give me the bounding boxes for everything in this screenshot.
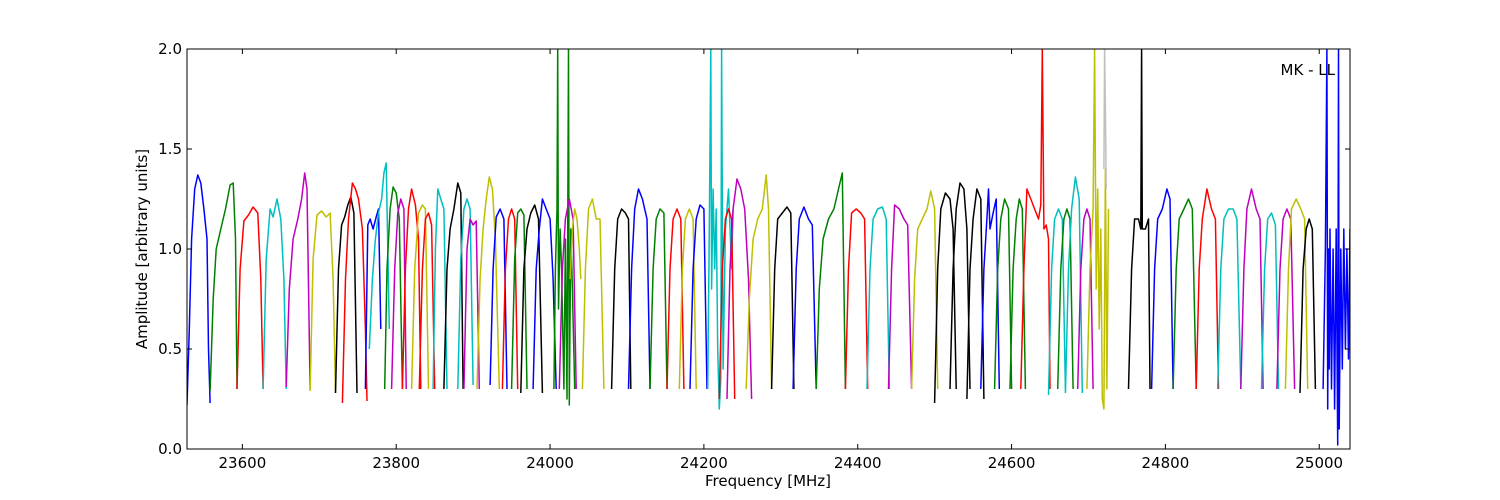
- series-line: [532, 198, 557, 390]
- series-line: [993, 198, 1013, 390]
- series-line: [1276, 208, 1296, 390]
- series-line: [1195, 188, 1220, 390]
- series-line: [383, 186, 404, 390]
- series-line: [910, 190, 939, 390]
- series-line: [866, 206, 891, 390]
- series-line: [457, 198, 474, 390]
- series-line: [341, 182, 368, 404]
- y-tick-label: 1.0: [158, 240, 182, 258]
- series-line: [368, 162, 391, 350]
- series-line: [520, 204, 544, 394]
- x-tick-label: 23600: [219, 454, 267, 472]
- series-line: [610, 208, 632, 390]
- series-line: [1020, 49, 1051, 390]
- series-line: [262, 198, 287, 390]
- chart-annotation: MK - LL: [1281, 61, 1336, 79]
- series-line: [418, 212, 436, 390]
- series-line: [933, 192, 957, 404]
- series-line: [887, 204, 913, 390]
- series-line: [187, 174, 211, 406]
- series-line: [1216, 208, 1242, 390]
- series-line: [649, 208, 668, 390]
- y-tick-label: 2.0: [158, 40, 182, 58]
- series-line: [815, 172, 847, 390]
- series-layer: [187, 49, 1350, 446]
- x-tick-label: 24000: [526, 454, 574, 472]
- y-tick-label: 0.5: [158, 340, 182, 358]
- series-line: [432, 188, 448, 390]
- series-line: [1150, 188, 1174, 390]
- series-line: [1064, 176, 1084, 394]
- x-tick-label: 25000: [1295, 454, 1343, 472]
- series-line: [844, 208, 869, 390]
- series-line: [236, 206, 264, 390]
- series-line: [309, 210, 337, 394]
- series-line: [364, 208, 382, 390]
- series-line: [1284, 198, 1309, 390]
- series-line: [285, 172, 311, 390]
- series-line: [1240, 188, 1264, 390]
- series-line: [1260, 212, 1280, 390]
- series-line: [666, 208, 685, 390]
- series-line: [678, 208, 697, 390]
- series-line: [1127, 49, 1151, 390]
- x-tick-label: 24200: [680, 454, 728, 472]
- series-line: [1009, 198, 1027, 390]
- series-line: [209, 182, 238, 392]
- series-line: [726, 178, 753, 400]
- y-tick-label: 0.0: [158, 440, 182, 458]
- series-line: [463, 218, 481, 390]
- x-tick-label: 24400: [834, 454, 882, 472]
- series-line: [390, 198, 407, 390]
- series-line: [1056, 208, 1074, 390]
- series-line: [443, 182, 464, 390]
- series-line: [581, 198, 605, 390]
- series-line: [706, 49, 734, 410]
- y-tick-label: 1.5: [158, 140, 182, 158]
- ticks-layer: 23600 23800 24000 24200 24400 24600 24800 25000…: [158, 40, 1350, 472]
- series-line: [966, 188, 985, 400]
- series-line: [334, 196, 358, 394]
- series-line: [1103, 49, 1107, 190]
- series-line: [1172, 198, 1197, 390]
- series-line: [410, 204, 430, 390]
- series-line: [627, 188, 651, 390]
- series-line: [792, 206, 817, 390]
- series-line: [770, 206, 795, 390]
- series-line: [558, 198, 577, 390]
- series-line: [569, 208, 582, 280]
- series-line: [745, 174, 773, 390]
- series-line: [510, 208, 528, 390]
- series-line: [553, 49, 576, 406]
- series-line: [476, 176, 501, 390]
- x-axis-label: Frequency [MHz]: [705, 472, 831, 490]
- series-line: [689, 204, 708, 390]
- series-line: [980, 188, 1001, 390]
- y-axis-label: Amplitude [arbitrary units]: [133, 149, 151, 349]
- x-tick-label: 24600: [988, 454, 1036, 472]
- series-line: [489, 208, 508, 390]
- series-line: [1322, 49, 1350, 446]
- series-line: [718, 208, 736, 400]
- series-line: [1299, 218, 1317, 394]
- series-line: [401, 188, 422, 390]
- x-tick-label: 24800: [1142, 454, 1190, 472]
- series-line: [949, 182, 971, 390]
- x-tick-label: 23800: [372, 454, 420, 472]
